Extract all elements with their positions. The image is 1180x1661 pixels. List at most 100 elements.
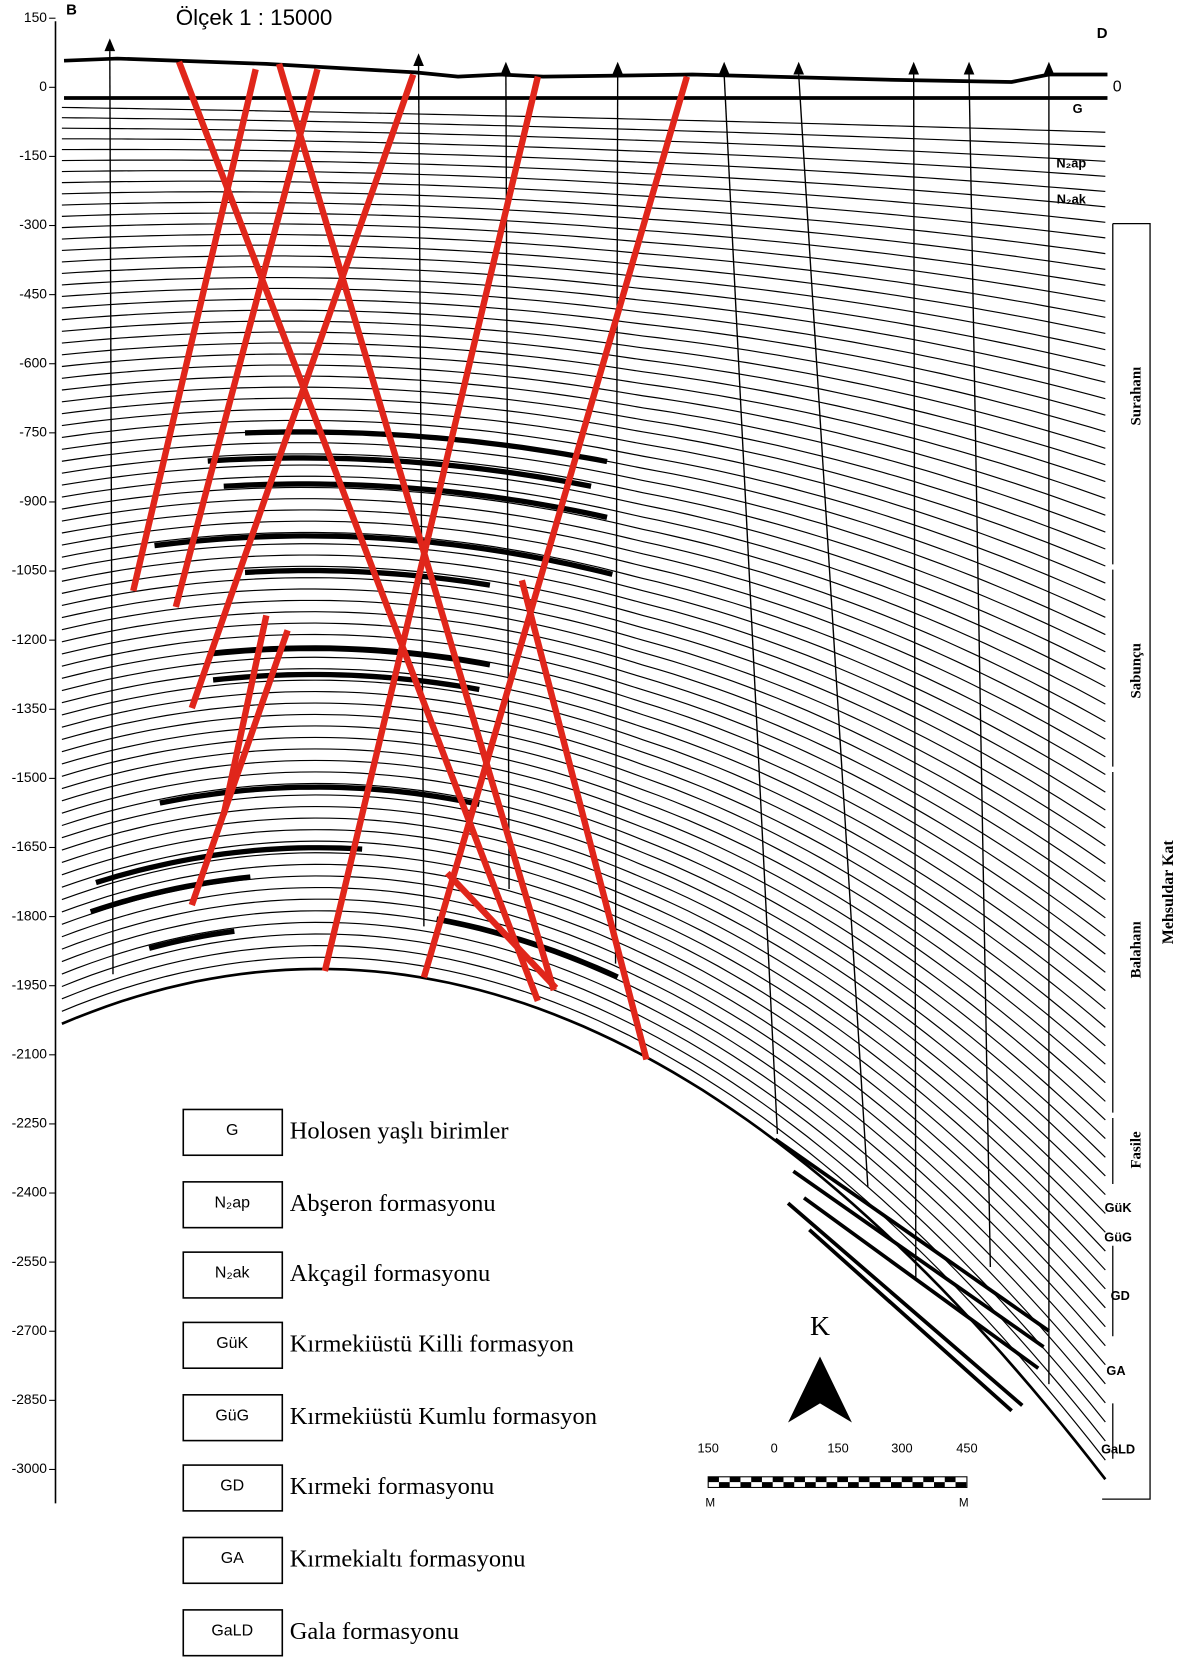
legend-description: Akçagil formasyonu xyxy=(290,1260,490,1287)
group-label: Surahanı xyxy=(1129,367,1145,426)
fault xyxy=(522,580,647,1059)
depth-tick-label: -150 xyxy=(19,147,47,163)
scale-tick-label: 150 xyxy=(827,1440,848,1455)
thick-layer xyxy=(160,787,479,804)
legend-code: GA xyxy=(221,1550,244,1567)
depth-tick-label: -1050 xyxy=(12,562,48,578)
horizon xyxy=(62,288,1105,398)
scale-segment xyxy=(945,1477,956,1482)
scale-segment xyxy=(880,1477,891,1482)
legend-code: N₂ap xyxy=(214,1194,250,1211)
depth-tick-label: -2850 xyxy=(12,1391,48,1407)
legend: G Holosen yaşlı birimler N₂ap Abşeron forma… xyxy=(183,1109,597,1655)
depth-tick-label: -450 xyxy=(19,285,47,301)
horizon xyxy=(62,118,1105,147)
right-zero: 0 xyxy=(1113,79,1122,96)
legend-code: G xyxy=(226,1122,238,1139)
horizon xyxy=(62,623,1105,918)
group-label: Fasile xyxy=(1129,1131,1145,1169)
scale-segment xyxy=(805,1482,816,1487)
depth-tick-label: -1500 xyxy=(12,769,48,785)
fault xyxy=(179,62,538,1001)
depth-tick-label: -3000 xyxy=(12,1460,48,1476)
well-marker xyxy=(501,62,512,75)
thick-layer xyxy=(804,1198,1038,1368)
unit-label: GüG xyxy=(1104,1230,1132,1245)
depth-tick-label: 150 xyxy=(24,9,47,25)
fault xyxy=(192,75,413,709)
scale-segment xyxy=(762,1482,773,1487)
well-marker xyxy=(612,62,623,75)
north-label: K xyxy=(810,1310,830,1341)
scale-unit: M xyxy=(959,1497,969,1510)
legend-description: Holosen yaşlı birimler xyxy=(290,1118,509,1145)
legend-description: Kırmeki formasyonu xyxy=(290,1473,495,1500)
topography xyxy=(64,59,1107,82)
scale-segment xyxy=(923,1477,934,1482)
right-label: D xyxy=(1097,26,1108,42)
scale-segment xyxy=(773,1477,784,1482)
scale-tick-label: 300 xyxy=(891,1440,912,1455)
unit-label: N₂ap xyxy=(1056,155,1086,170)
unit-label: G xyxy=(1073,101,1083,116)
legend-code: GD xyxy=(220,1478,244,1495)
well-marker xyxy=(908,62,919,75)
scale-unit: M xyxy=(705,1497,715,1510)
legend-description: Kırmekiüstü Killi formasyon xyxy=(290,1330,574,1357)
depth-tick-label: -2400 xyxy=(12,1184,48,1200)
scale-segment xyxy=(740,1482,751,1487)
depth-tick-label: -300 xyxy=(19,216,47,232)
scale-segment xyxy=(719,1482,730,1487)
depth-tick-label: -2700 xyxy=(12,1322,48,1338)
legend-code: GüK xyxy=(216,1335,248,1352)
thick-layer xyxy=(149,931,234,948)
scale-segment xyxy=(859,1477,870,1482)
legend-code: N₂ak xyxy=(215,1265,250,1282)
scale-segment xyxy=(794,1477,805,1482)
depth-tick-label: -900 xyxy=(19,493,47,509)
unit-label: GA xyxy=(1106,1363,1125,1378)
scale-segment xyxy=(826,1482,837,1487)
scale-segment xyxy=(837,1477,848,1482)
scale-segment xyxy=(891,1482,902,1487)
scale-segment xyxy=(816,1477,827,1482)
scale-segment xyxy=(751,1477,762,1482)
well-marker xyxy=(413,53,424,66)
scale-tick-label: 150 xyxy=(698,1440,719,1455)
scale-segment xyxy=(783,1482,794,1487)
scale-bar: 1500150300450MM xyxy=(698,1440,978,1509)
unit-label: GüK xyxy=(1105,1200,1133,1215)
faults xyxy=(133,62,687,1060)
legend-description: Kırmekiüstü Kumlu formasyon xyxy=(290,1403,597,1430)
cross-section: B Ölçek 1 : 15000 D 0 Mehsuldar Kat K 15… xyxy=(0,0,1180,1661)
well xyxy=(799,75,868,1188)
horizon xyxy=(62,256,1105,350)
group-label: Sabunçu xyxy=(1129,643,1145,698)
legend-description: Abşeron formasyonu xyxy=(290,1190,496,1217)
scale-segment xyxy=(730,1477,741,1482)
legend-description: Kırmekialtı formasyonu xyxy=(290,1546,526,1573)
depth-tick-label: -1200 xyxy=(12,631,48,647)
fault xyxy=(447,873,556,988)
scale-segment xyxy=(869,1482,880,1487)
legend-description: Gala formasyonu xyxy=(290,1618,459,1645)
depth-tick-label: -2550 xyxy=(12,1253,48,1269)
thick-layer xyxy=(793,1171,1043,1347)
depth-tick-label: -1950 xyxy=(12,976,48,992)
group-label: Balahanı xyxy=(1129,921,1145,978)
unit-label: GD xyxy=(1111,1288,1130,1303)
depth-tick-label: -2250 xyxy=(12,1115,48,1131)
depth-tick-label: -2100 xyxy=(12,1045,48,1061)
scale-segment xyxy=(848,1482,859,1487)
well xyxy=(914,75,916,1278)
fault xyxy=(133,69,255,591)
scale-segment xyxy=(956,1482,967,1487)
well-marker xyxy=(104,38,115,51)
depth-tick-label: -750 xyxy=(19,424,47,440)
legend-code: GaLD xyxy=(211,1622,253,1639)
scale-segment xyxy=(934,1482,945,1487)
horizon xyxy=(62,726,1105,1083)
well-marker xyxy=(1044,62,1055,75)
scale-segment xyxy=(708,1477,719,1482)
depth-tick-label: -1800 xyxy=(12,907,48,923)
